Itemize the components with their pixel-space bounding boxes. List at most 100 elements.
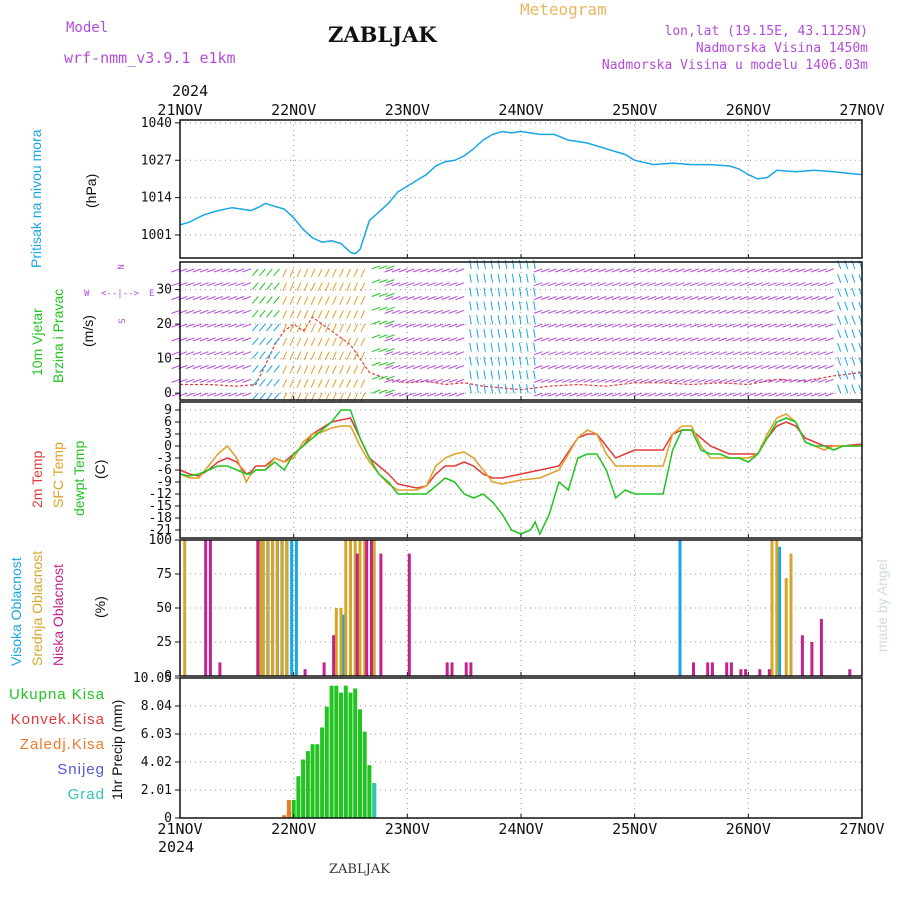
wind-barb <box>533 356 536 366</box>
wind-barb <box>360 296 366 305</box>
wind-barb <box>441 296 451 301</box>
wind-barb <box>597 337 607 342</box>
wind-barb <box>851 384 856 394</box>
wind-barb <box>206 337 216 342</box>
wind-barb <box>547 309 557 314</box>
wind-barb <box>689 323 699 328</box>
wind-barb <box>824 378 834 383</box>
wind-barb <box>626 282 635 287</box>
wind-barb <box>583 365 593 370</box>
wind-barb <box>310 379 316 388</box>
wind-barb <box>412 365 422 370</box>
y-tick-label: 1040 <box>141 116 172 131</box>
wind-barb <box>626 268 635 273</box>
wind-barb <box>732 351 742 356</box>
y-tick-label: 100 <box>149 533 172 548</box>
wind-barb <box>611 365 621 370</box>
y-tick-label: 3 <box>164 427 172 442</box>
wind-barb <box>675 351 685 356</box>
wind-barb <box>604 337 614 342</box>
wind-barb <box>547 296 557 301</box>
wind-barb <box>385 389 395 394</box>
wind-barb <box>266 337 273 346</box>
x-tick-label-bottom: 26NOV <box>726 820 771 838</box>
wind-barb <box>296 365 302 374</box>
wind-barb <box>689 337 699 342</box>
wind-barb <box>682 337 692 342</box>
wind-barb <box>640 392 650 397</box>
wind-barb <box>562 268 571 273</box>
wind-barb <box>391 296 401 301</box>
wind-barb <box>725 351 735 356</box>
wind-barb <box>171 268 181 273</box>
wind-barb <box>718 296 728 301</box>
wind-barb <box>668 337 678 342</box>
wind-barb <box>206 323 216 328</box>
wind-barb <box>185 282 195 287</box>
wind-barb <box>768 268 777 273</box>
wind-barb <box>761 323 770 328</box>
wind-barb <box>761 282 770 287</box>
wind-barb <box>353 351 359 361</box>
wind-barb <box>282 310 288 319</box>
wind-barb <box>242 378 252 383</box>
wind-barb <box>324 365 330 374</box>
wind-barb <box>455 365 465 370</box>
wind-barb <box>518 273 522 283</box>
wind-barb <box>171 337 181 342</box>
wind-barb <box>533 328 536 338</box>
wind-barb <box>761 351 770 356</box>
wind-barb <box>360 351 366 361</box>
wind-barb <box>746 392 756 397</box>
wind-barb <box>611 282 621 287</box>
wind-barb <box>282 337 288 347</box>
x-tick-label-bottom: 24NOV <box>498 820 543 838</box>
wind-barb <box>490 342 494 352</box>
wind-barb <box>824 351 834 356</box>
wind-barb <box>235 296 245 301</box>
wind-barb <box>711 337 721 342</box>
wind-barb <box>242 365 252 370</box>
wind-barb <box>266 268 273 277</box>
wind-barb <box>185 309 195 314</box>
temp2m-axis-label: 2m Temp <box>29 450 45 508</box>
wind-barb <box>317 310 323 319</box>
wind-barb <box>504 273 508 283</box>
wind-barb <box>837 274 842 283</box>
wind-barb <box>533 287 536 297</box>
wind-barb <box>441 392 451 397</box>
wind-barb <box>518 356 522 366</box>
wind-barb <box>353 323 359 333</box>
wind-barb <box>235 392 245 397</box>
wind-barb <box>378 320 388 325</box>
wind-barb <box>789 268 799 273</box>
wind-barb <box>371 292 381 297</box>
wind-barb <box>303 365 309 374</box>
wind-barb <box>448 282 458 287</box>
wind-barb <box>206 268 216 273</box>
wind-barb <box>844 287 849 297</box>
y-tick-label: -21 <box>149 523 172 538</box>
wind-barb <box>796 337 806 342</box>
wind-barb <box>661 365 671 370</box>
wind-barb <box>221 351 230 356</box>
wind-barb <box>420 296 429 301</box>
wind-barb <box>562 378 571 383</box>
wind-barb <box>497 273 501 283</box>
axes-layer <box>175 119 863 819</box>
wind-barb <box>242 268 252 273</box>
wind-barb <box>405 296 415 301</box>
wind-barb <box>633 365 642 370</box>
wind-barb <box>441 365 451 370</box>
wind-barb <box>324 310 330 319</box>
wind-barb <box>682 351 692 356</box>
wind-barb <box>647 365 657 370</box>
y-tick-label: -3 <box>156 451 172 466</box>
wind-barb <box>412 296 422 301</box>
wind-barb <box>761 268 770 273</box>
x-tick-label-top: 25NOV <box>612 101 657 119</box>
y-tick-label: 0 <box>164 669 172 684</box>
wind-barb <box>384 351 394 356</box>
wind-barb <box>711 378 721 383</box>
pressure-unit-label: (hPa) <box>83 173 99 208</box>
